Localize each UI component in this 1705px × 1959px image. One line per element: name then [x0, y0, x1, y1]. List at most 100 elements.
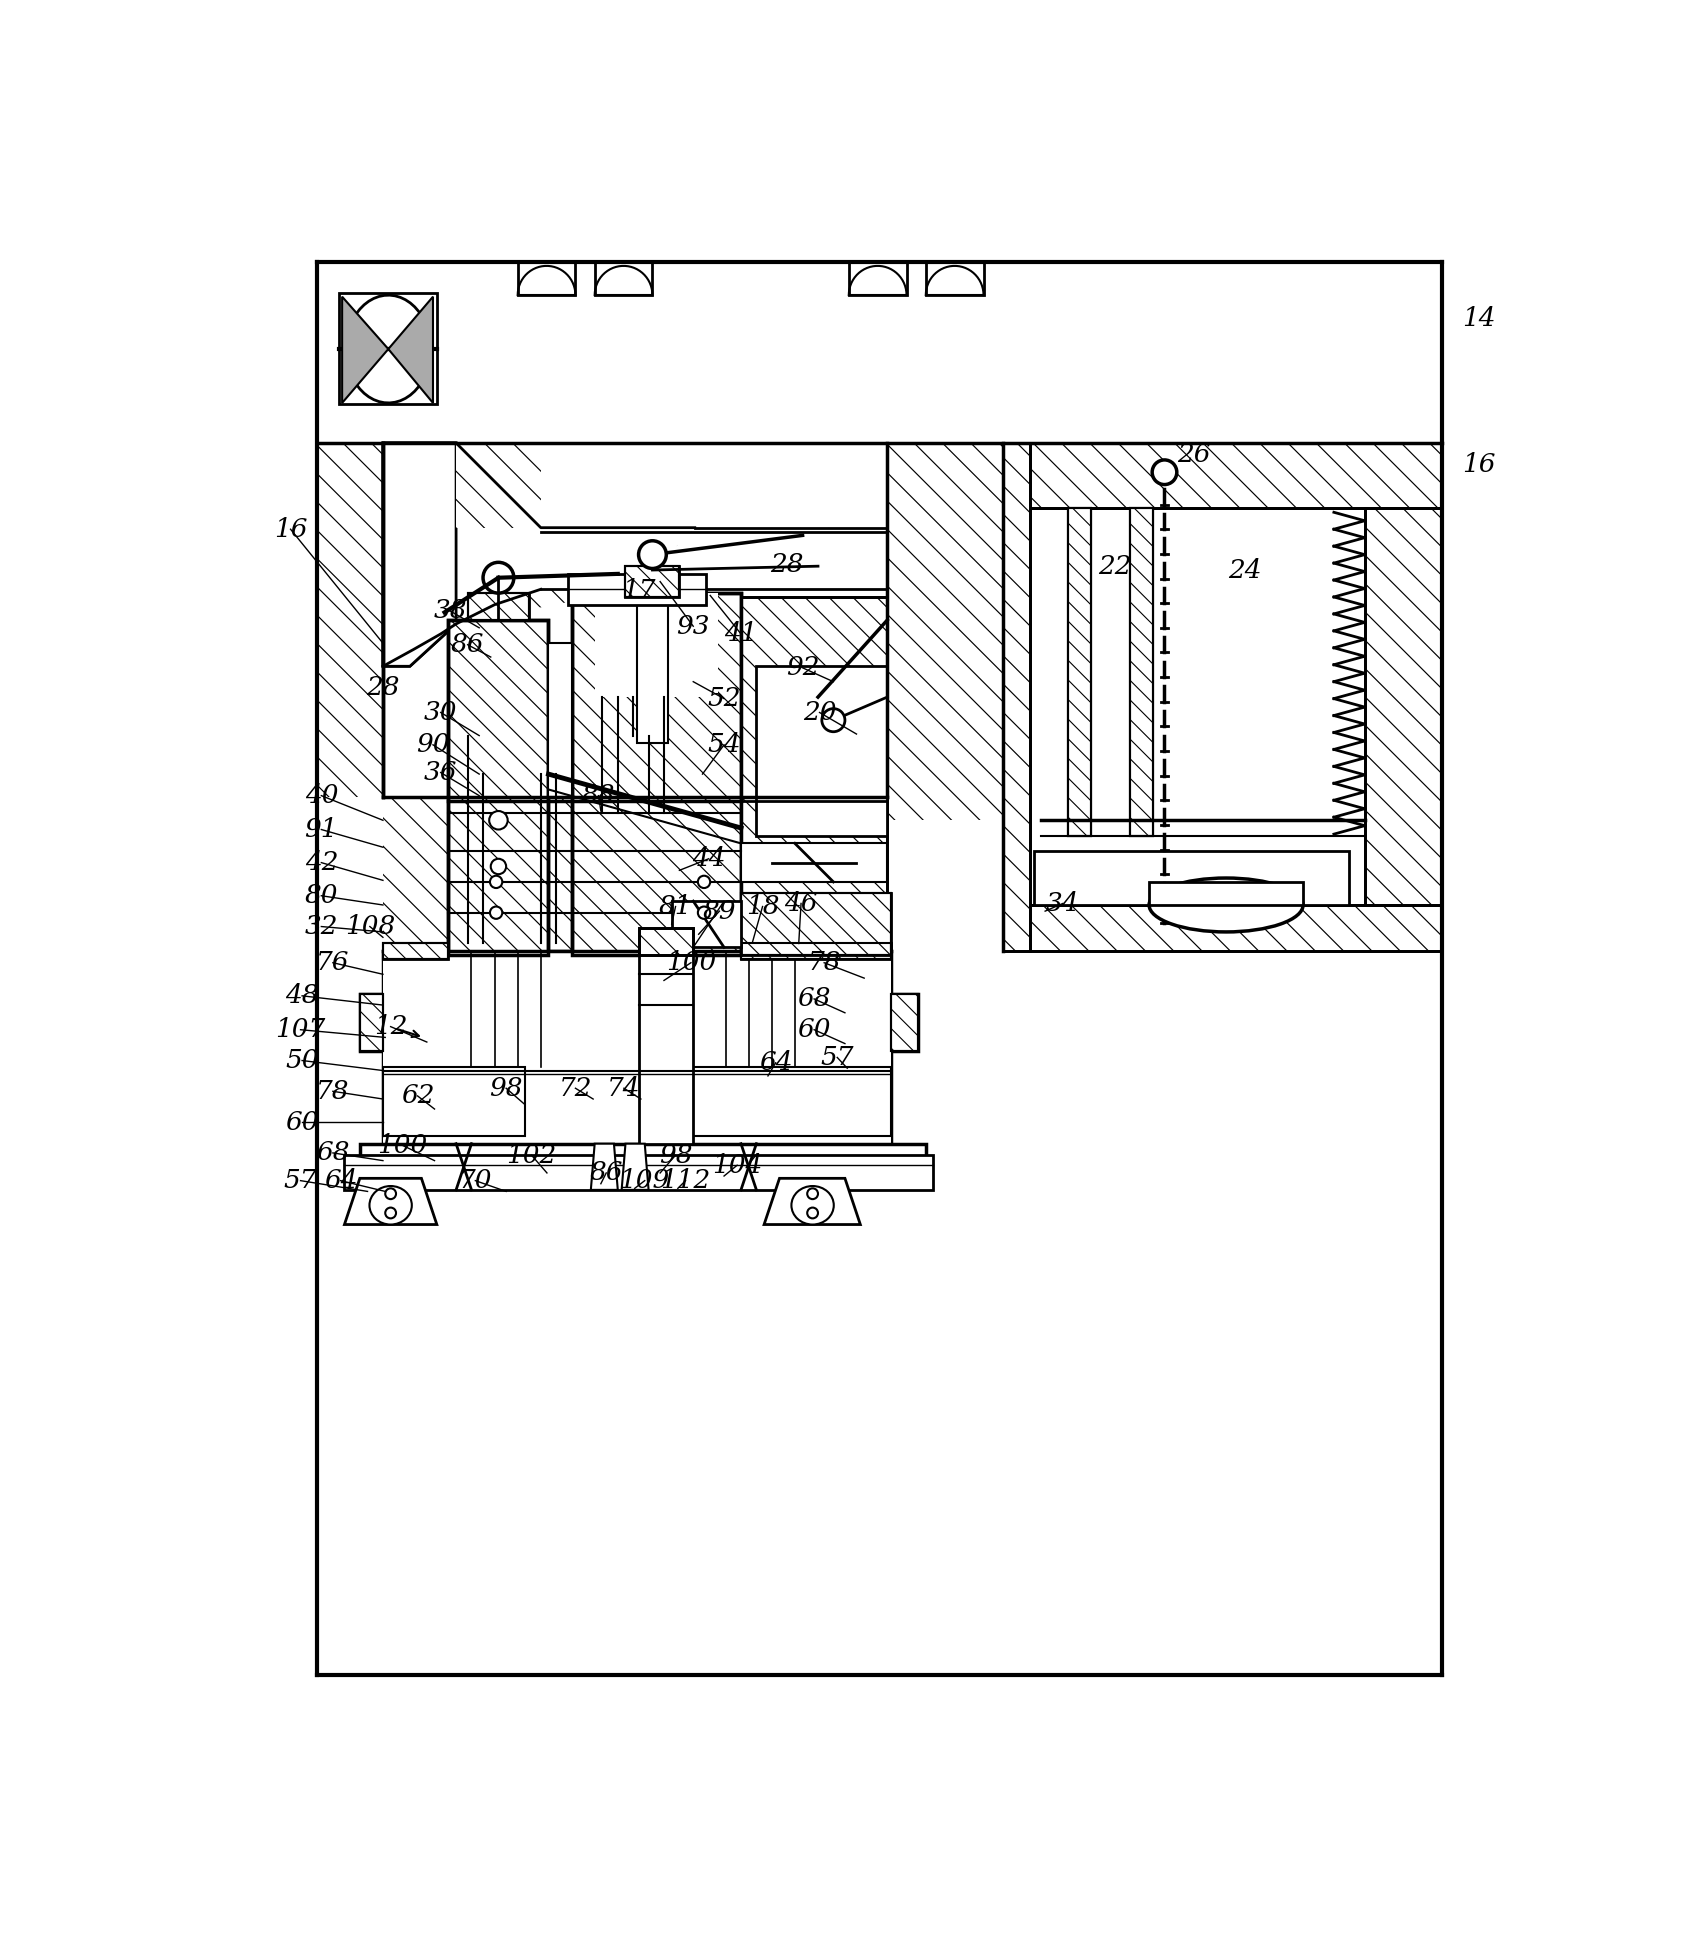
Polygon shape [639, 929, 694, 956]
Polygon shape [384, 952, 892, 1144]
Text: 40: 40 [305, 784, 338, 809]
Polygon shape [448, 621, 549, 956]
Text: 86: 86 [450, 633, 484, 656]
Polygon shape [317, 263, 1442, 443]
Polygon shape [571, 594, 742, 956]
Text: 89: 89 [702, 899, 737, 923]
Polygon shape [339, 292, 436, 404]
Text: 18: 18 [745, 893, 779, 919]
Text: 93: 93 [677, 613, 709, 639]
Polygon shape [1030, 905, 1442, 952]
Polygon shape [679, 1068, 892, 1136]
Polygon shape [317, 263, 1442, 952]
Text: 74: 74 [607, 1075, 641, 1101]
Circle shape [489, 876, 503, 887]
Ellipse shape [370, 1185, 413, 1224]
Circle shape [697, 907, 711, 919]
Polygon shape [467, 594, 529, 621]
Text: 28: 28 [367, 676, 399, 699]
Polygon shape [317, 263, 1442, 443]
Polygon shape [639, 952, 694, 1144]
Text: 107: 107 [276, 1017, 326, 1042]
Text: 108: 108 [344, 915, 396, 938]
Text: 90: 90 [416, 733, 450, 758]
Text: 50: 50 [285, 1048, 319, 1074]
Text: 76: 76 [315, 950, 350, 976]
Text: 62: 62 [401, 1083, 435, 1109]
Polygon shape [1130, 509, 1153, 836]
Text: 98: 98 [489, 1075, 523, 1101]
Text: 28: 28 [771, 552, 805, 578]
Polygon shape [595, 594, 718, 697]
Polygon shape [926, 263, 984, 296]
Text: 34: 34 [1047, 891, 1079, 917]
Polygon shape [1130, 509, 1153, 836]
Polygon shape [549, 643, 571, 797]
Polygon shape [1030, 509, 1442, 905]
Polygon shape [1069, 509, 1091, 836]
Text: 60: 60 [285, 1109, 319, 1134]
Text: 60: 60 [798, 1017, 830, 1042]
Polygon shape [764, 1177, 861, 1224]
Text: 100: 100 [667, 950, 716, 976]
Circle shape [806, 1207, 818, 1218]
Polygon shape [384, 443, 887, 666]
Text: 78: 78 [315, 1079, 350, 1103]
Polygon shape [317, 443, 384, 797]
Text: 70: 70 [459, 1168, 493, 1193]
Polygon shape [384, 944, 448, 958]
Text: 54: 54 [708, 733, 740, 758]
Text: 100: 100 [377, 1132, 428, 1158]
Text: 36: 36 [425, 760, 457, 786]
Polygon shape [384, 443, 887, 666]
Text: 46: 46 [784, 891, 818, 917]
Polygon shape [1003, 443, 1030, 952]
Text: 64: 64 [324, 1168, 358, 1193]
Text: 38: 38 [433, 597, 467, 623]
Polygon shape [568, 574, 706, 605]
Text: 48: 48 [285, 983, 319, 1009]
Polygon shape [742, 893, 892, 956]
Text: 30: 30 [425, 699, 457, 725]
Text: 92: 92 [786, 656, 820, 680]
Polygon shape [622, 1144, 648, 1189]
Circle shape [491, 858, 506, 874]
Polygon shape [384, 527, 887, 797]
Polygon shape [849, 263, 907, 296]
Circle shape [385, 1189, 396, 1199]
Polygon shape [344, 1156, 934, 1189]
Text: 42: 42 [305, 850, 338, 876]
Circle shape [639, 541, 667, 568]
Polygon shape [384, 443, 455, 666]
Circle shape [806, 1189, 818, 1199]
Polygon shape [389, 296, 433, 404]
Circle shape [489, 811, 508, 829]
Polygon shape [467, 594, 529, 621]
Text: 44: 44 [692, 846, 725, 872]
Polygon shape [343, 296, 389, 404]
Text: 80: 80 [305, 884, 338, 909]
Polygon shape [1069, 509, 1091, 836]
Circle shape [489, 907, 503, 919]
Polygon shape [742, 893, 892, 956]
Text: 78: 78 [808, 950, 841, 976]
Text: 26: 26 [1176, 443, 1211, 466]
Text: 12: 12 [373, 1015, 407, 1038]
Polygon shape [742, 597, 887, 952]
Text: 88: 88 [581, 784, 616, 809]
Polygon shape [1003, 443, 1442, 952]
Text: 14: 14 [1461, 306, 1495, 331]
Polygon shape [360, 952, 917, 1144]
Polygon shape [1033, 850, 1349, 905]
Polygon shape [626, 566, 679, 597]
Text: 41: 41 [725, 621, 757, 646]
Ellipse shape [1149, 878, 1303, 932]
Polygon shape [384, 944, 448, 958]
Text: 72: 72 [559, 1075, 592, 1101]
Polygon shape [1364, 509, 1442, 905]
Circle shape [483, 562, 513, 594]
Polygon shape [742, 944, 892, 958]
Text: 109: 109 [619, 1168, 670, 1193]
Polygon shape [626, 566, 679, 597]
Polygon shape [518, 263, 576, 296]
